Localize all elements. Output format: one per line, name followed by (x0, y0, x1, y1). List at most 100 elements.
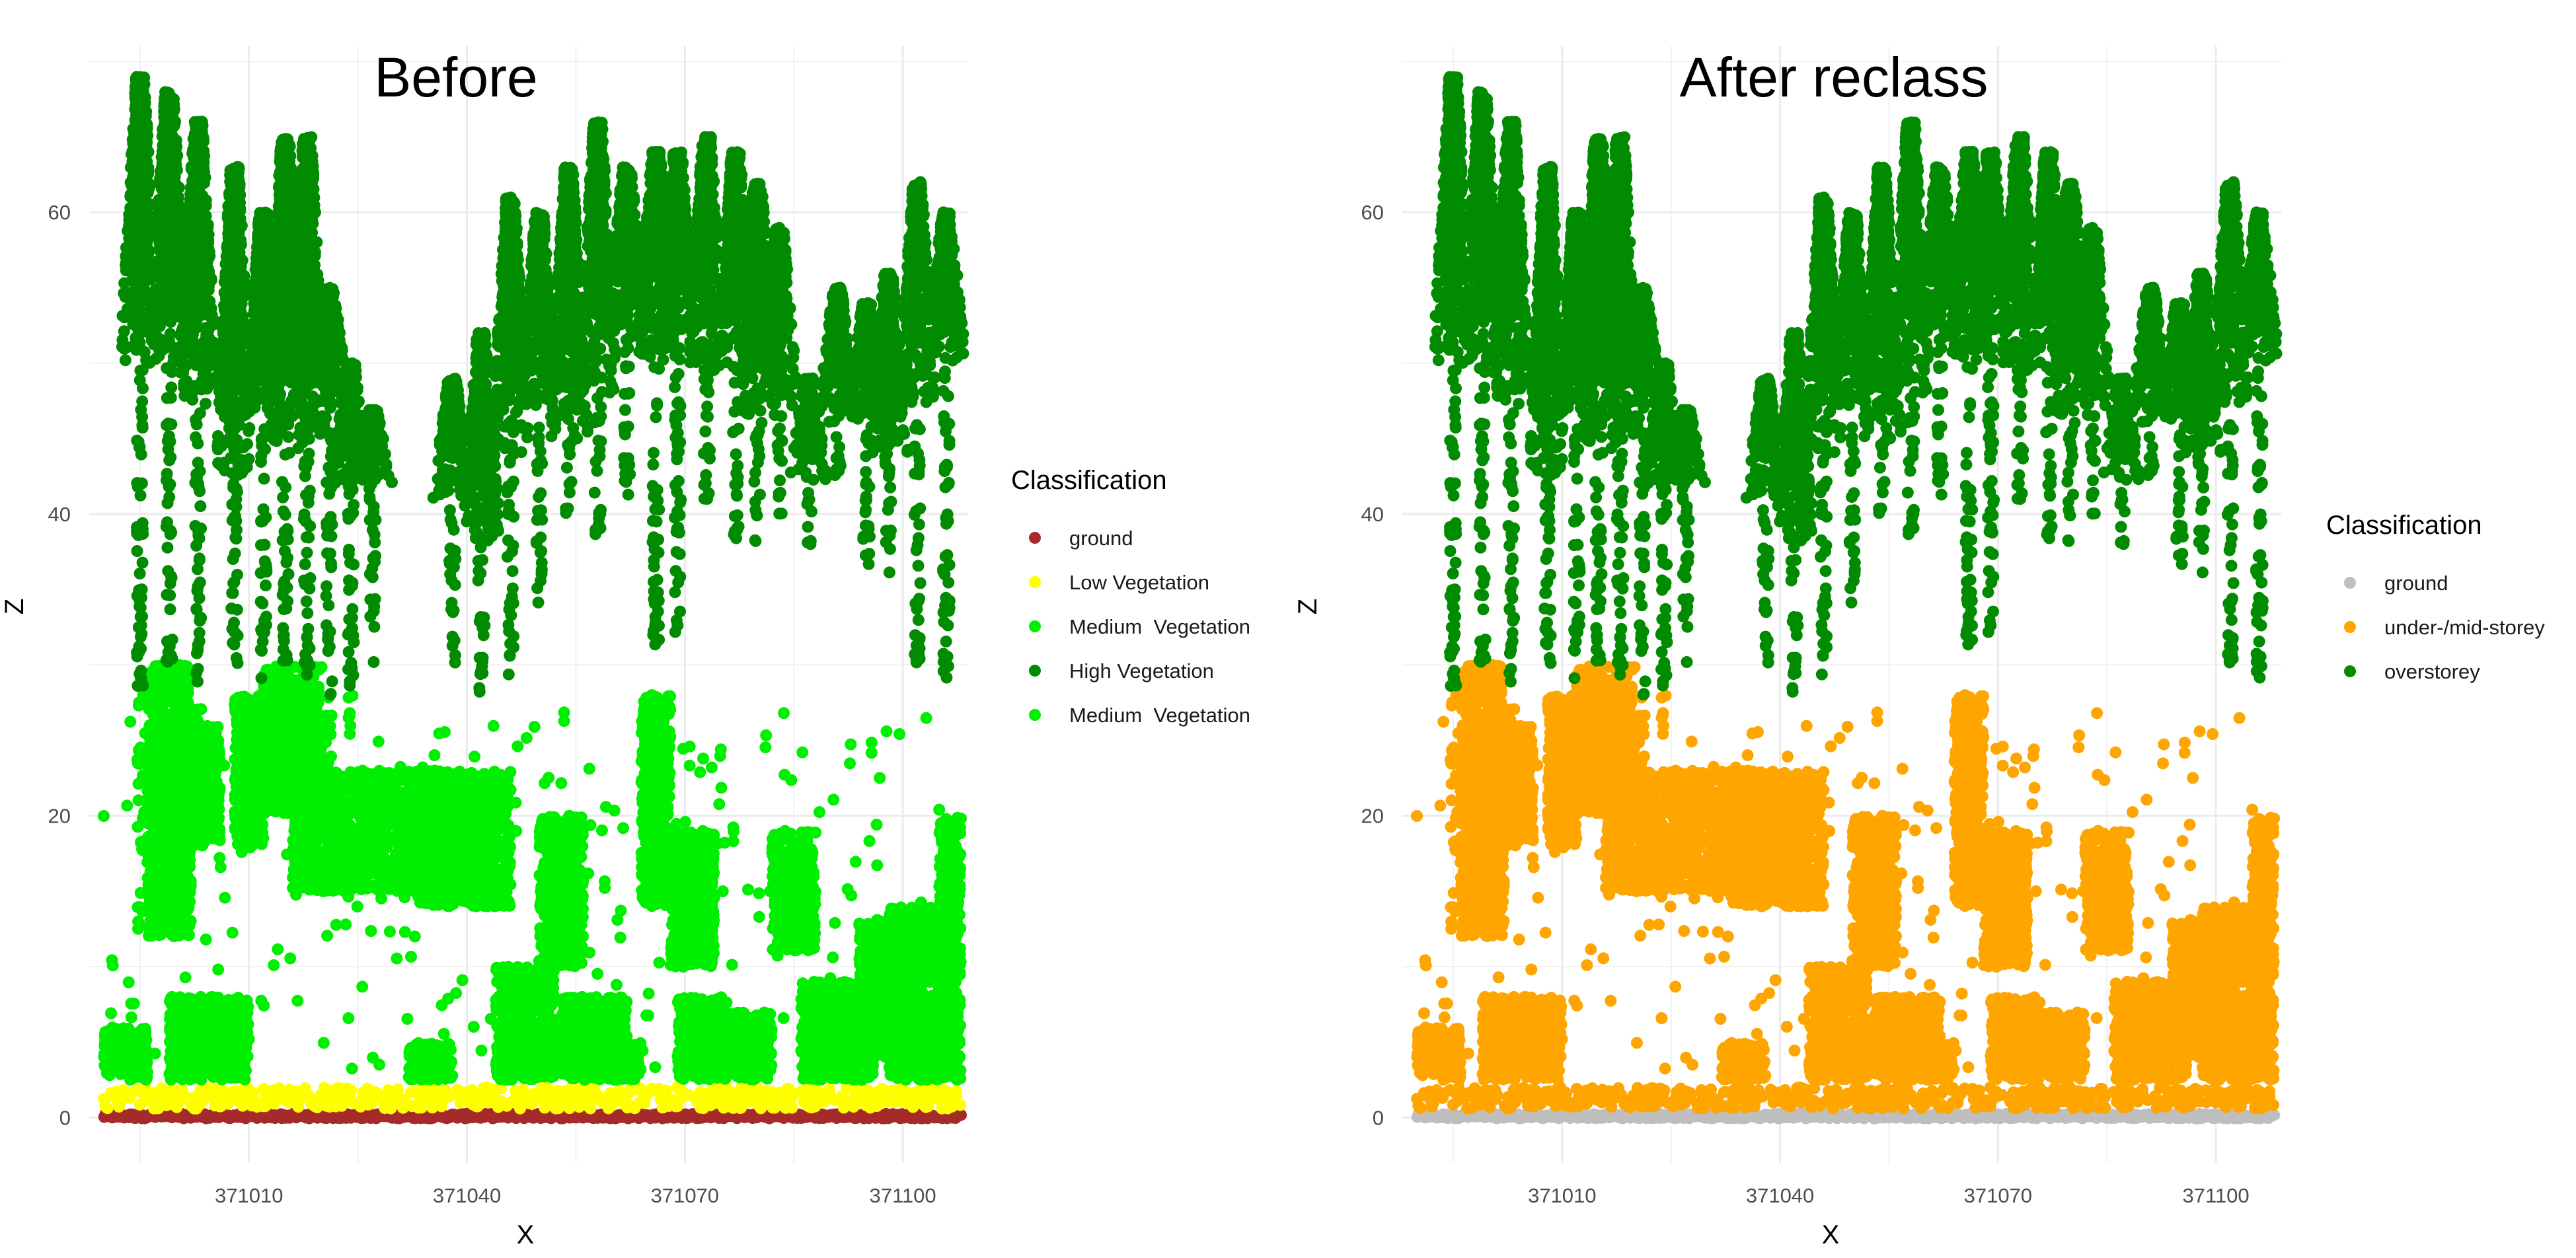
data-point (166, 1033, 178, 1045)
data-point (819, 1095, 831, 1107)
data-point (639, 1088, 651, 1100)
data-point (147, 790, 159, 802)
data-point (170, 732, 182, 744)
data-point (575, 1084, 587, 1096)
data-point (162, 817, 174, 829)
data-point (622, 1101, 634, 1113)
data-point (193, 1035, 205, 1047)
data-point (126, 1087, 137, 1099)
data-point (876, 1083, 888, 1095)
data-point (838, 1101, 850, 1113)
data-point (426, 1101, 438, 1113)
data-point (360, 1097, 372, 1109)
data-point (172, 799, 184, 811)
data-point (218, 998, 230, 1010)
data-point (592, 1090, 604, 1101)
data-point (174, 721, 186, 733)
data-point (786, 1102, 798, 1114)
data-point (919, 1099, 930, 1111)
data-point (159, 675, 171, 686)
data-point (823, 1084, 835, 1095)
data-point (606, 1099, 618, 1111)
data-point (525, 1097, 537, 1109)
data-point (904, 1092, 916, 1104)
data-point (394, 1097, 406, 1109)
data-point (299, 1082, 311, 1094)
data-point (133, 1047, 145, 1059)
data-point (330, 1101, 342, 1113)
data-point (767, 1101, 778, 1113)
data-point (204, 1036, 216, 1048)
data-point (178, 998, 190, 1010)
data-point (657, 1101, 669, 1113)
data-point (439, 1084, 451, 1096)
data-point (153, 858, 165, 870)
data-point (241, 1007, 253, 1019)
data-point (153, 735, 165, 747)
data-point (803, 1093, 815, 1105)
data-point (182, 858, 194, 870)
data-point (101, 1050, 113, 1062)
data-point (573, 1101, 585, 1113)
data-point (309, 1095, 321, 1107)
data-point (541, 1082, 552, 1093)
data-point (153, 840, 165, 852)
data-point (480, 1095, 492, 1107)
data-point (235, 1070, 247, 1082)
data-point (149, 694, 161, 706)
data-point (319, 1082, 330, 1094)
data-point (867, 1100, 879, 1112)
data-point (287, 1088, 299, 1099)
data-point (208, 723, 219, 735)
data-point (209, 1019, 221, 1031)
data-point (176, 1060, 188, 1072)
data-point (212, 1071, 224, 1083)
data-point (936, 1103, 948, 1115)
data-point (167, 1053, 178, 1064)
data-point (743, 1095, 755, 1107)
data-point (219, 1089, 231, 1101)
data-point (149, 808, 161, 820)
data-point (704, 1086, 716, 1098)
data-point (552, 1085, 564, 1097)
data-point (194, 1046, 206, 1058)
data-point (227, 1043, 239, 1055)
data-point (857, 1088, 869, 1100)
data-point (188, 1023, 200, 1035)
data-point (168, 746, 180, 758)
data-point (194, 1092, 206, 1104)
data-point (451, 1089, 463, 1101)
data-point (239, 1024, 250, 1036)
data-point (501, 1100, 513, 1112)
data-point (159, 710, 170, 722)
data-point (180, 899, 192, 910)
data-point (881, 1095, 893, 1107)
data-point (208, 1095, 220, 1107)
data-point (488, 1085, 500, 1097)
data-point (679, 1090, 691, 1101)
data-point (174, 876, 186, 888)
series-medium (98, 659, 967, 1086)
data-point (240, 1095, 252, 1107)
data-point (623, 1087, 634, 1099)
data-point (178, 1072, 190, 1084)
data-point (112, 1054, 124, 1066)
data-point (126, 1072, 137, 1084)
data-point (773, 1087, 785, 1099)
data-point (406, 1086, 418, 1098)
series-ground (98, 1108, 967, 1125)
data-point (466, 1084, 478, 1096)
data-point (147, 1092, 159, 1103)
data-point (167, 848, 179, 860)
data-point (155, 923, 167, 935)
data-point (173, 696, 185, 708)
data-point (339, 1088, 351, 1100)
data-point (149, 869, 161, 881)
data-point (159, 1088, 170, 1099)
before-panel: 371010 371040 371070 3711000204060XZBeforeC… (0, 46, 1250, 1249)
data-point (942, 1086, 954, 1098)
data-point (251, 1101, 263, 1113)
data-point (267, 1085, 279, 1097)
data-point (105, 1087, 117, 1099)
